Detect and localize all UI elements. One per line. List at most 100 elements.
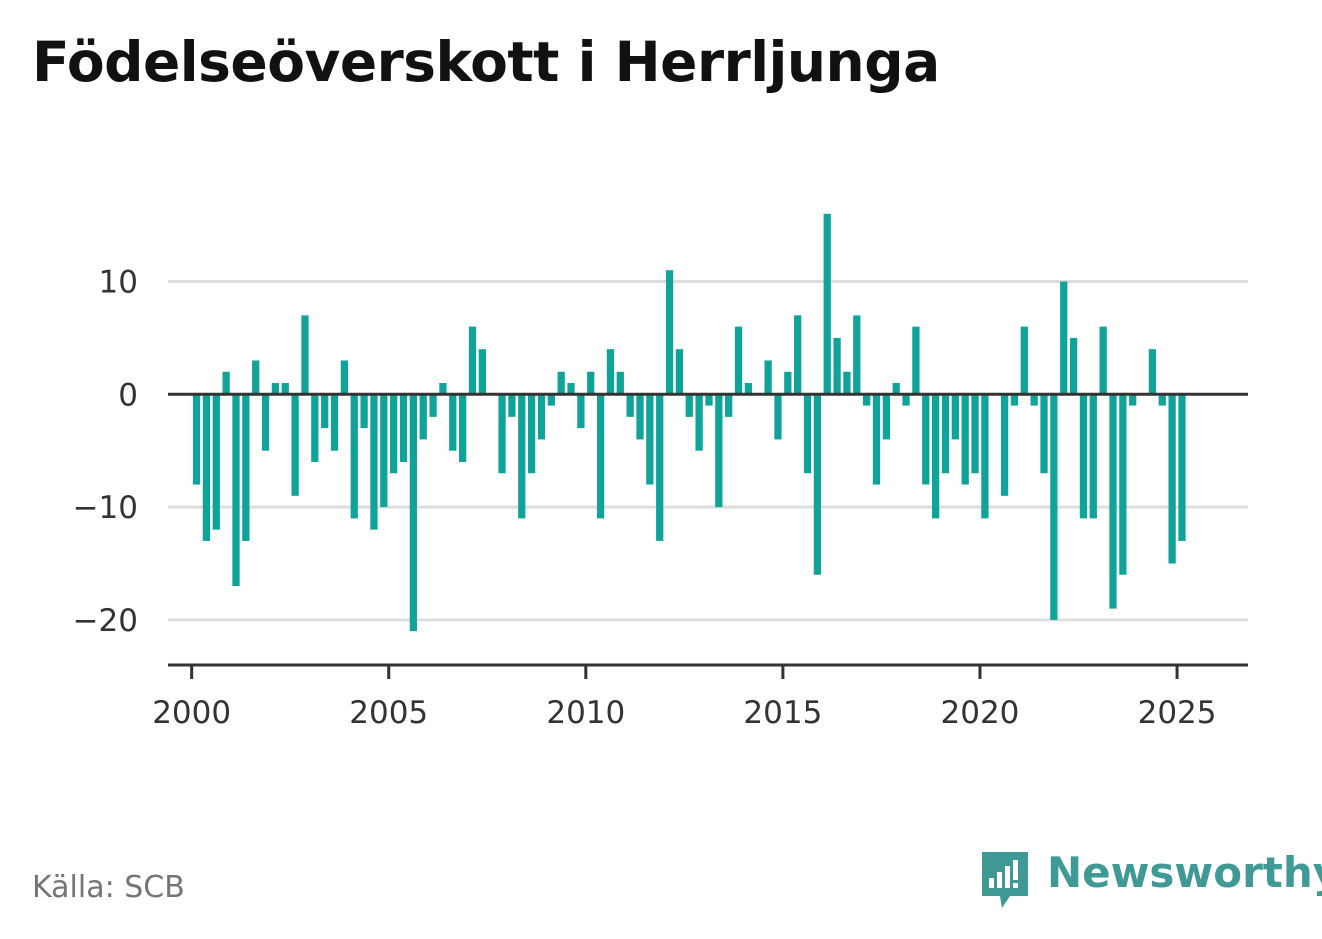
bar	[1069, 337, 1078, 395]
bar	[321, 394, 329, 429]
bar	[1158, 394, 1166, 406]
bar	[1148, 349, 1157, 395]
bar	[439, 383, 447, 395]
bar	[941, 394, 950, 474]
bar	[567, 383, 575, 395]
bar	[419, 394, 427, 440]
bar	[1020, 326, 1028, 395]
bar	[301, 315, 309, 395]
bar	[498, 394, 506, 474]
bar	[636, 394, 644, 440]
bar	[863, 394, 871, 406]
bar	[1010, 394, 1019, 406]
bar	[222, 371, 230, 395]
bar	[1050, 394, 1058, 620]
bar	[409, 394, 417, 632]
y-tick-label: 0	[118, 377, 138, 413]
bar	[242, 394, 250, 541]
bar	[971, 394, 979, 474]
bar	[705, 394, 713, 406]
bar	[390, 394, 398, 474]
x-tick-label: 2010	[546, 695, 625, 731]
bar	[626, 394, 634, 417]
bar	[547, 394, 555, 406]
brand-name: Newsworthy	[1047, 848, 1322, 897]
bar	[527, 394, 536, 474]
bar	[518, 394, 526, 519]
axes	[168, 392, 1248, 679]
bar	[606, 349, 615, 395]
bar	[764, 360, 772, 395]
bar	[902, 394, 910, 406]
bar	[252, 360, 260, 395]
bar	[843, 371, 851, 395]
brand-logo[interactable]: Newsworthy	[980, 848, 1322, 918]
bar	[202, 394, 211, 541]
y-tick-labels: 10 0 −10 −20	[73, 265, 138, 639]
bar	[872, 394, 881, 485]
bar	[537, 394, 546, 440]
bar	[468, 326, 477, 395]
bar	[715, 394, 723, 508]
bar	[951, 394, 959, 440]
bar	[813, 394, 822, 575]
bar	[1079, 394, 1088, 519]
bar	[784, 371, 792, 395]
bar	[380, 394, 388, 508]
gridlines	[168, 280, 1248, 622]
bar	[508, 394, 516, 417]
bar	[271, 383, 280, 395]
bar	[212, 394, 220, 530]
x-tick-labels: 2000 2005 2010 2015 2020 2025	[152, 695, 1216, 731]
y-tick-label: 10	[99, 265, 138, 301]
bar	[912, 326, 920, 395]
bar	[1099, 326, 1107, 395]
bar	[646, 394, 654, 485]
bar	[1089, 394, 1097, 519]
bar	[853, 315, 861, 395]
bar	[734, 326, 743, 395]
bar	[281, 383, 289, 395]
bar	[340, 360, 349, 395]
bar	[1168, 394, 1176, 564]
bar	[1030, 394, 1038, 406]
y-tick-label: −20	[73, 603, 138, 639]
y-tick-label: −10	[73, 490, 138, 526]
bar	[803, 394, 812, 474]
bar	[370, 394, 378, 530]
bar	[232, 394, 240, 587]
bar	[261, 394, 270, 451]
bar	[557, 371, 565, 395]
bar	[1109, 394, 1117, 609]
bar	[360, 394, 368, 429]
x-tick-label: 2020	[941, 695, 1020, 731]
bar	[311, 394, 319, 462]
bar	[1119, 394, 1127, 575]
bar	[192, 394, 201, 485]
bars	[192, 213, 1186, 632]
bar	[892, 383, 900, 395]
x-tick-label: 2000	[152, 695, 231, 731]
bar	[350, 394, 358, 519]
bar	[685, 394, 693, 417]
bar	[330, 394, 339, 451]
bar	[961, 394, 969, 485]
bar	[665, 270, 674, 395]
x-tick-label: 2015	[743, 695, 822, 731]
bar	[882, 394, 890, 440]
bar	[932, 394, 940, 519]
bar	[399, 394, 408, 462]
bar	[675, 349, 684, 395]
bar	[695, 394, 703, 451]
bar	[981, 394, 989, 519]
bar	[459, 394, 467, 462]
bar	[1060, 281, 1068, 395]
bar	[587, 371, 595, 395]
x-tick-label: 2005	[349, 695, 428, 731]
bar	[478, 349, 486, 395]
bar	[1040, 394, 1048, 474]
source-note: Källa: SCB	[32, 870, 185, 905]
bar	[449, 394, 457, 451]
bar	[725, 394, 733, 417]
